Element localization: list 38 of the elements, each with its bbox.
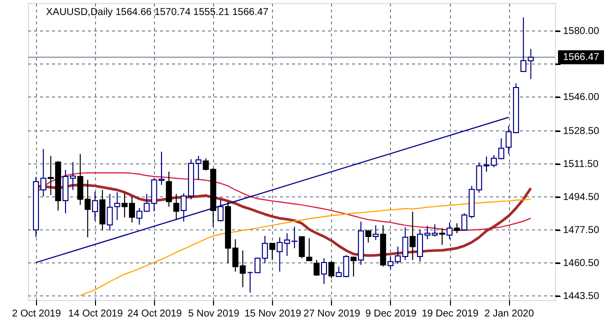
candlestick [320,258,327,284]
x-tick-label: 19 Dec 2019 [422,308,479,320]
x-tick-label: 24 Oct 2019 [127,308,182,320]
y-tick-label: 1443.50 [563,290,600,302]
y-tick-label: 1494.50 [563,192,600,203]
y-tick-label: 1528.50 [563,126,600,137]
x-tick-label: 15 Nov 2019 [244,308,302,320]
candlestick [269,242,276,261]
line-series [80,198,532,296]
y-tick-label: 1511.50 [563,158,599,170]
x-tick-label: 2 Oct 2019 [12,308,62,320]
x-tick-label: 9 Dec 2019 [365,308,417,320]
candlestick [372,224,379,241]
x-tick-label: 14 Oct 2019 [68,308,124,320]
candlestick [446,222,453,240]
y-tick-label: 1580.00 [563,26,600,37]
chart-title: XAUUSD,Daily 1564.66 1570.74 1555.21 1566.47 [46,7,269,18]
candlestick [218,199,224,222]
candlestick [314,260,320,276]
x-tick-label: 2 Jan 2020 [484,308,534,320]
candlestick [166,171,172,208]
x-tick-label: 5 Nov 2019 [188,308,240,320]
y-tick-label: 1477.50 [563,224,600,236]
ref-line-label: 1566.47 [563,52,600,64]
y-tick-label: 1546.00 [563,92,600,103]
y-tick-label: 1460.50 [563,258,600,269]
candlestick [306,238,312,262]
candlestick [328,260,334,279]
candlestick [173,194,180,221]
candlestick [365,229,372,244]
x-tick-label: 27 Nov 2019 [304,308,361,320]
candlestick [410,211,416,261]
candlestick [92,191,98,222]
candlestick [350,256,357,278]
candlestick [439,228,446,246]
candlestick [298,236,305,259]
candlestick [247,271,254,294]
candlestick [454,222,460,234]
